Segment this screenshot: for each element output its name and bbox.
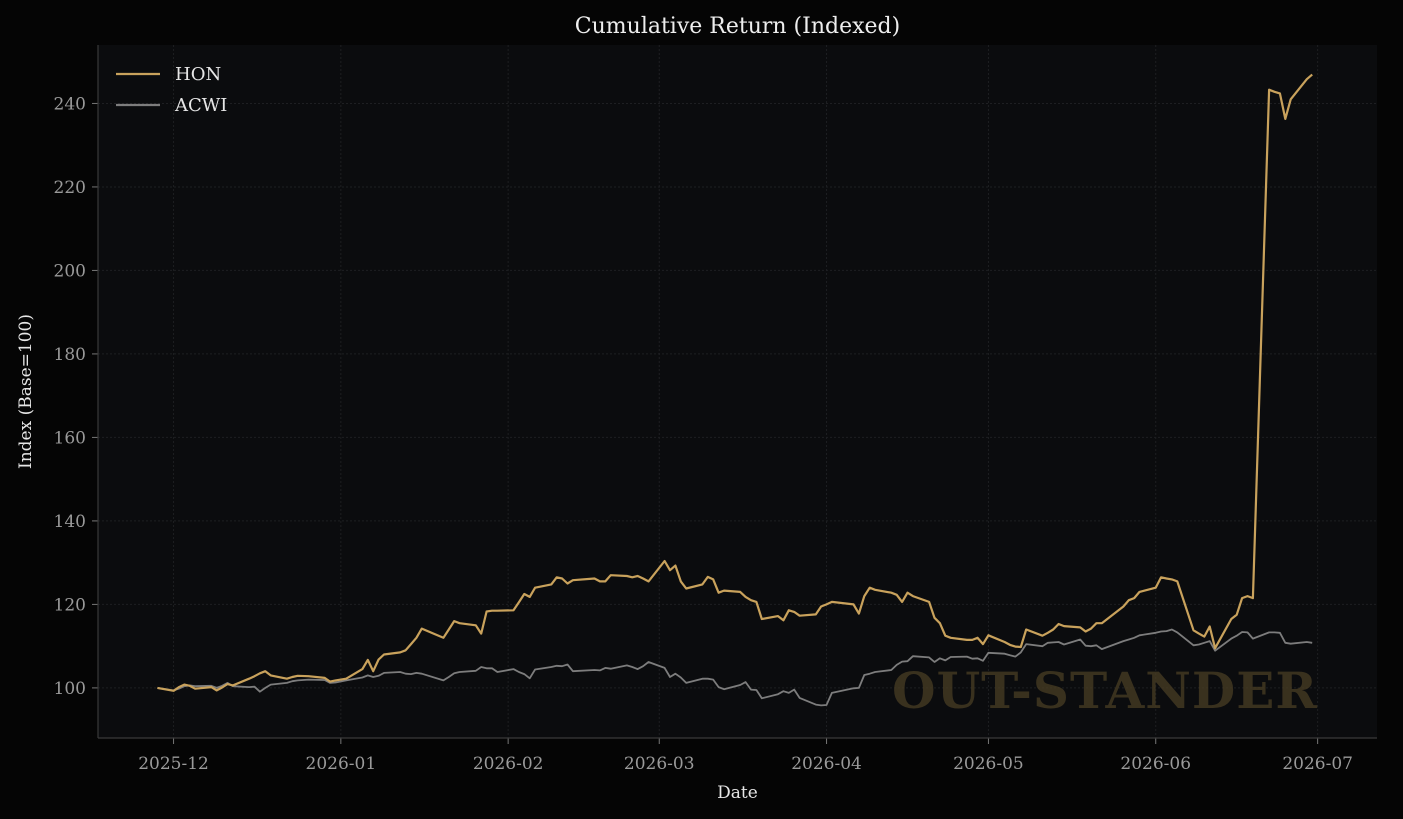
watermark-text: OUT-STANDER bbox=[892, 661, 1318, 720]
legend-label-acwi: ACWI bbox=[174, 95, 227, 116]
y-tick-label: 140 bbox=[54, 512, 86, 532]
y-tick-label: 120 bbox=[54, 595, 86, 615]
legend: HON ACWI bbox=[116, 64, 227, 116]
plot-area bbox=[98, 45, 1377, 738]
tick-labels: 100 120 140 160 180 200 220 240 2025-12 2026-01 20… bbox=[54, 94, 1353, 774]
grid bbox=[98, 45, 1377, 738]
x-tick-label: 2026-05 bbox=[953, 754, 1024, 774]
y-tick-label: 220 bbox=[54, 178, 86, 198]
y-tick-label: 100 bbox=[54, 679, 86, 699]
chart-title: Cumulative Return (Indexed) bbox=[575, 14, 900, 39]
y-tick-label: 240 bbox=[54, 94, 86, 114]
x-tick-label: 2025-12 bbox=[138, 754, 209, 774]
axes bbox=[92, 45, 1377, 744]
x-axis-title: Date bbox=[717, 783, 758, 803]
x-tick-label: 2026-06 bbox=[1120, 754, 1191, 774]
y-tick-label: 160 bbox=[54, 428, 86, 448]
x-tick-label: 2026-03 bbox=[624, 754, 695, 774]
y-axis-title: Index (Base=100) bbox=[16, 314, 36, 469]
x-tick-label: 2026-01 bbox=[306, 754, 377, 774]
series-line-hon bbox=[157, 73, 1313, 692]
legend-label-hon: HON bbox=[175, 64, 221, 85]
series-lines bbox=[157, 73, 1313, 707]
x-tick-label: 2026-04 bbox=[791, 754, 862, 774]
x-tick-label: 2026-07 bbox=[1282, 754, 1353, 774]
x-tick-label: 2026-02 bbox=[473, 754, 544, 774]
series-line-acwi bbox=[157, 628, 1313, 707]
y-tick-label: 200 bbox=[54, 261, 86, 281]
y-tick-label: 180 bbox=[54, 345, 86, 365]
